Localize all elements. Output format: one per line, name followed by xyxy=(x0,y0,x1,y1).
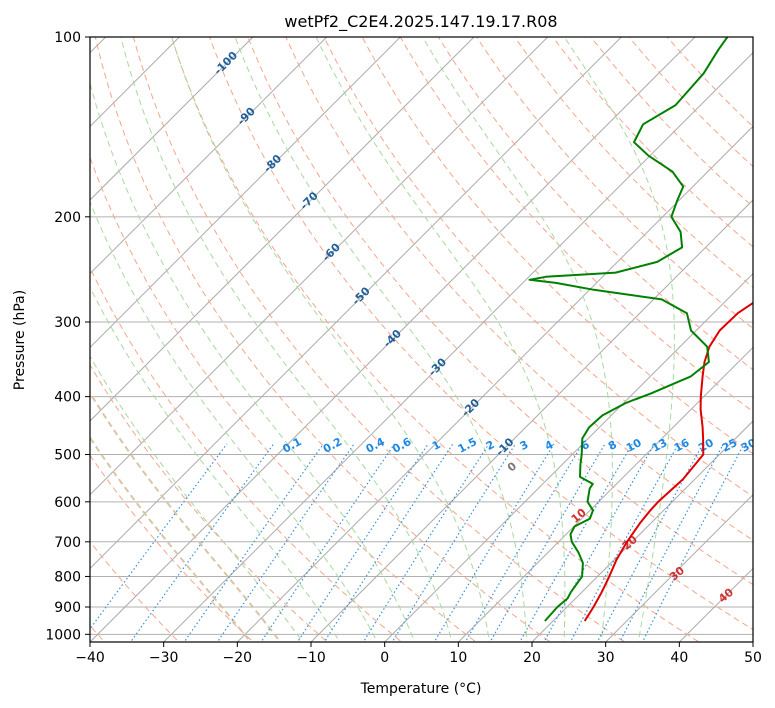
dry-adiabat-line xyxy=(361,37,753,455)
isotherm-line xyxy=(457,346,753,642)
mixing-ratio-line xyxy=(391,443,516,642)
dry-adiabat-line xyxy=(90,266,403,642)
mixing-ratio-label: 16 xyxy=(672,436,692,455)
moist-adiabat-line xyxy=(90,200,378,642)
mixing-ratio-line xyxy=(362,443,490,642)
x-tick-label: −40 xyxy=(75,650,105,666)
moist-adiabat-line xyxy=(90,81,416,642)
moist-adiabat-line xyxy=(234,37,528,642)
y-axis: 100 200 300 400 500 600 700 800 900 1000 xyxy=(45,30,90,643)
dry-adiabat-line xyxy=(90,155,477,642)
isotherm-line xyxy=(90,37,623,570)
moist-adiabat-line xyxy=(90,355,304,642)
mixing-ratio-line xyxy=(464,443,584,642)
y-tick-label: 400 xyxy=(54,390,81,406)
dry-adiabat-line xyxy=(94,37,552,642)
mixing-ratio-line xyxy=(296,443,429,642)
hgz-adiabat-line xyxy=(90,435,252,642)
dry-adiabat-line xyxy=(285,37,753,541)
mixing-ratio-line xyxy=(489,443,606,642)
mixing-ratio-line xyxy=(183,443,324,642)
dry-adiabat-line xyxy=(90,364,329,642)
isotherm-line xyxy=(90,37,549,496)
mixing-ratio-line xyxy=(129,443,275,642)
x-tick-label: 40 xyxy=(670,650,688,666)
dry-adiabat-line xyxy=(132,37,626,642)
mixing-ratio-line xyxy=(433,443,555,642)
x-tick-label: 0 xyxy=(380,650,389,666)
x-tick-label: 20 xyxy=(523,650,541,666)
y-tick-label: 100 xyxy=(54,30,81,46)
plot-background xyxy=(90,37,753,642)
mixing-ratio-line xyxy=(519,443,633,642)
y-tick-label: 600 xyxy=(54,495,81,511)
dry-adiabat-line xyxy=(247,37,753,586)
x-tick-label: 10 xyxy=(449,650,467,666)
x-axis: −40 −30 −20 −10 0 10 20 30 40 50 xyxy=(75,642,762,666)
mixing-ratio-label: 13 xyxy=(650,436,670,455)
mixing-ratio-line xyxy=(596,443,704,642)
dewpoint-profile xyxy=(528,37,729,622)
isotherm-line xyxy=(310,199,753,642)
mixing-ratio-label: 10 xyxy=(624,436,644,455)
isotherm-line xyxy=(90,37,181,128)
dry-adiabat-line xyxy=(90,454,254,642)
mixing-ratio-label: 25 xyxy=(720,436,740,455)
x-tick-label: −20 xyxy=(223,650,253,666)
isotherm-line xyxy=(604,493,753,642)
mixing-ratio-label: 20 xyxy=(696,436,716,455)
x-tick-label: −30 xyxy=(149,650,179,666)
y-tick-label: 500 xyxy=(54,448,81,464)
mixing-ratio-line xyxy=(323,443,454,642)
y-tick-label: 300 xyxy=(54,315,81,331)
x-tick-label: 30 xyxy=(597,650,615,666)
y-tick-label: 800 xyxy=(54,569,81,585)
y-tick-label: 1000 xyxy=(45,627,81,643)
mixing-ratio-label: 30 xyxy=(739,436,759,455)
moist-adiabat-line xyxy=(563,37,675,642)
moist-adiabat-line xyxy=(171,37,490,642)
isotherm-line xyxy=(383,272,753,642)
dry-adiabat-line xyxy=(437,37,753,371)
chart-title: wetPf2_C2E4.2025.147.19.17.R08 xyxy=(284,12,557,32)
grid-layer xyxy=(90,37,753,642)
series-layer xyxy=(528,37,753,622)
mixing-ratio-line xyxy=(569,443,679,642)
y-tick-label: 900 xyxy=(54,600,81,616)
isotherm-line xyxy=(162,51,753,642)
isotherm-line xyxy=(90,37,475,422)
temperature-profile xyxy=(583,301,753,622)
hgz-adiabat-line xyxy=(90,390,282,642)
plot-frame xyxy=(89,36,754,643)
isotherm-line xyxy=(90,37,402,349)
dry-adiabat-line xyxy=(399,37,753,413)
moist-adiabat-line xyxy=(422,37,613,642)
isotherm-line xyxy=(236,125,753,642)
y-tick-label: 700 xyxy=(54,535,81,551)
x-tick-label: 50 xyxy=(744,650,762,666)
y-tick-label: 200 xyxy=(54,210,81,226)
mixing-ratio-line xyxy=(260,443,396,642)
moist-adiabat-line xyxy=(90,286,341,642)
x-axis-title: Temperature (°C) xyxy=(360,681,482,697)
x-tick-label: −10 xyxy=(296,650,326,666)
y-axis-title: Pressure (hPa) xyxy=(12,290,28,390)
mixing-ratio-line xyxy=(619,443,724,642)
moist-adiabat-line xyxy=(120,37,453,642)
isotherm-line xyxy=(531,420,753,642)
isotherm-line xyxy=(90,37,328,275)
isotherm-line xyxy=(90,37,696,642)
dry-adiabat-line xyxy=(323,37,753,498)
isotherm-line xyxy=(90,37,254,201)
dry-adiabat-line xyxy=(209,37,753,631)
